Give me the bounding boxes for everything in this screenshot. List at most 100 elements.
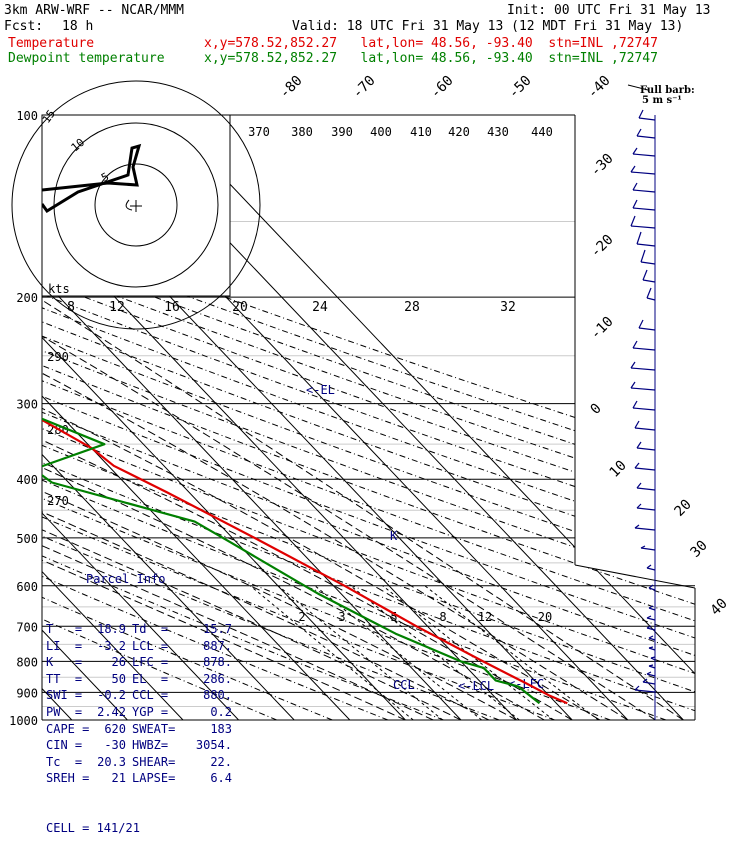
wind-barb-flag	[646, 625, 652, 629]
parcel-row: T = 18.9 Td = 15.7	[46, 621, 234, 638]
wind-barb-flag	[650, 656, 656, 659]
dry-adiabat	[42, 115, 500, 720]
mixing-ratio-label-12: 12	[478, 610, 492, 624]
wind-barb	[646, 673, 656, 677]
mixing-ratio-top-label-8: 8	[67, 300, 75, 315]
parcel-cell-0: Tc =	[46, 754, 83, 769]
parcel-row: SREH = 21 LAPSE= 6.4	[46, 770, 234, 787]
theta-e-label-380: 380	[291, 125, 313, 139]
moist-adiabat	[42, 296, 545, 720]
parcel-cell-1: 2.42	[97, 704, 126, 719]
wind-barb	[634, 467, 656, 471]
wind-barb	[638, 327, 656, 331]
isotherm	[42, 115, 517, 720]
wind-barb-flag	[636, 503, 642, 509]
dry-adiabat	[42, 115, 695, 720]
isotherm-label--70: -70	[350, 73, 379, 102]
theta-e-label-390: 390	[331, 125, 353, 139]
isotherm	[42, 115, 295, 720]
parcel-row: LI = -3.2 LCL = 887.	[46, 638, 234, 655]
model-title: 3km ARW-WRF -- NCAR/MMM	[4, 3, 185, 18]
theta-e-label-370: 370	[248, 125, 270, 139]
wind-barb-flag	[630, 381, 636, 389]
parcel-cell-0: TT =	[46, 671, 83, 686]
init-time: Init: 00 UTC Fri 31 May 13	[507, 3, 711, 18]
pressure-label-800: 800	[16, 655, 38, 669]
isotherm	[42, 115, 351, 720]
wind-barb-flag	[646, 671, 652, 675]
wind-barb-flag	[634, 420, 640, 429]
mixing-ratio-top-label-12: 12	[109, 300, 125, 315]
wind-barb	[648, 637, 656, 641]
parcel-cell-2: SWEAT=	[132, 721, 176, 736]
hodograph-trace	[42, 143, 142, 214]
wind-barb-flag	[632, 400, 638, 409]
dry-adiabat	[42, 115, 667, 720]
parcel-cell-1: 20.3	[97, 754, 126, 769]
wind-barb-flag	[642, 269, 648, 281]
dry-adiabat	[42, 115, 695, 720]
pressure-label-900: 900	[16, 686, 38, 700]
barb-legend-arrow	[627, 84, 649, 91]
wind-barb-flag	[632, 147, 638, 155]
parcel-row: PW = 2.42 YGP = 0.2	[46, 704, 234, 721]
parcel-row: SWI = -0.2 CCL = 880.	[46, 687, 234, 704]
dry-adiabat-label-270: 270	[47, 494, 69, 508]
wind-barb	[636, 243, 656, 247]
wind-barb	[646, 297, 656, 301]
parcel-cell-3: 6.4	[210, 771, 232, 786]
dry-adiabat	[42, 115, 695, 720]
temperature-legend: Temperature	[8, 36, 95, 51]
wind-barb	[646, 617, 656, 621]
wind-barb	[630, 225, 656, 229]
wind-barb-flag	[640, 545, 646, 549]
dry-adiabat	[42, 115, 444, 720]
parcel-cell-3: 880.	[203, 688, 232, 703]
theta-e-label-400: 400	[370, 125, 392, 139]
wind-barb	[636, 135, 656, 139]
parcel-cell: CELL = 141/21	[46, 821, 140, 836]
isotherm-label-40: 40	[708, 596, 731, 619]
parcel-info-title: Parcel Info	[86, 572, 166, 587]
wind-barb-flag	[630, 361, 636, 369]
mixing-ratio-line	[350, 585, 520, 720]
wind-barb-flag	[636, 441, 642, 449]
theta-e-label-440: 440	[531, 125, 553, 139]
wind-barb	[636, 487, 656, 491]
wind-barb-flag	[636, 231, 642, 245]
pressure-label-300: 300	[16, 398, 38, 412]
parcel-cell-1: 620	[104, 721, 126, 736]
wind-barb-flag	[646, 564, 652, 569]
wind-barb	[646, 627, 656, 631]
wind-barb-flag	[634, 685, 640, 691]
wind-barb	[646, 567, 656, 571]
theta-e-label-420: 420	[448, 125, 470, 139]
wind-barb	[632, 407, 656, 411]
wind-barb-flag	[634, 462, 640, 469]
wind-barb	[648, 607, 656, 611]
wind-barb-flag	[646, 287, 652, 299]
hodograph-ring-15	[11, 80, 261, 330]
parcel-cell-3: 15.7	[203, 621, 232, 636]
parcel-cell-2: YGP =	[132, 704, 169, 719]
wind-barb	[636, 507, 656, 511]
moist-adiabat	[42, 296, 462, 720]
wind-barb	[634, 689, 656, 693]
parcel-row: TT = 50 EL = 286.	[46, 671, 234, 688]
dry-adiabat	[42, 115, 695, 720]
wind-barb	[648, 587, 656, 591]
valid-time: Valid: 18 UTC Fri 31 May 13 (12 MDT Fri …	[292, 19, 684, 34]
isotherm-label--40: -40	[585, 73, 614, 102]
wind-barb-flag	[634, 524, 640, 529]
wind-barb-flag	[632, 340, 638, 349]
parcel-row: CAPE = 620 SWEAT= 183	[46, 721, 234, 738]
parcel-cell-3: 286.	[203, 671, 232, 686]
parcel-cell-3: 878.	[203, 655, 232, 670]
dry-adiabat	[42, 115, 555, 720]
wind-barb-flag	[648, 635, 654, 639]
marker-k: K	[390, 529, 398, 543]
wind-barb	[636, 447, 656, 451]
wind-barb	[634, 427, 656, 431]
wind-barb-flag	[646, 615, 652, 619]
